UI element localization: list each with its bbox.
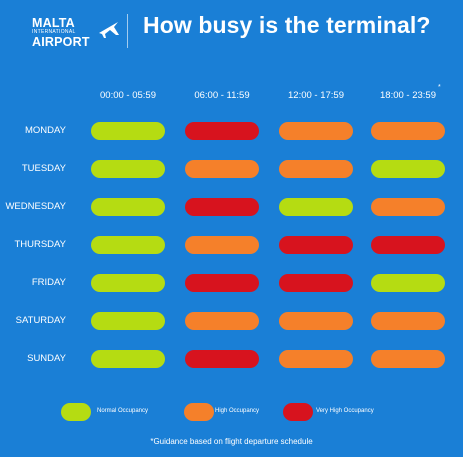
occupancy-pill-very-high (279, 236, 353, 254)
occupancy-pill-normal (91, 236, 165, 254)
occupancy-pill-high (279, 160, 353, 178)
occupancy-pill-high (279, 122, 353, 140)
occupancy-pill-high (279, 350, 353, 368)
logo-line-international: INTERNATIONAL (32, 29, 76, 35)
column-header: 18:00 - 23:59 (380, 90, 436, 101)
header-divider (127, 14, 128, 48)
legend-label: Very High Occupancy (316, 408, 374, 414)
occupancy-pill-very-high (185, 274, 259, 292)
occupancy-pill-normal (91, 198, 165, 216)
occupancy-pill-very-high (279, 274, 353, 292)
row-label-tuesday: TUESDAY (21, 163, 66, 174)
occupancy-pill-high (185, 236, 259, 254)
occupancy-pill-normal (371, 274, 445, 292)
occupancy-pill-normal (91, 274, 165, 292)
malta-airport-logo: MALTA INTERNATIONAL AIRPORT (32, 14, 124, 54)
row-label-wednesday: WEDNESDAY (5, 201, 66, 212)
occupancy-pill-very-high (185, 198, 259, 216)
occupancy-pill-high (279, 312, 353, 330)
airplane-icon (99, 22, 119, 38)
occupancy-pill-normal (279, 198, 353, 216)
legend-label: High Occupancy (215, 408, 260, 414)
occupancy-pill-very-high (185, 350, 259, 368)
occupancy-pill-normal (91, 122, 165, 140)
column-header: 06:00 - 11:59 (194, 90, 250, 101)
occupancy-pill-high (371, 350, 445, 368)
legend-swatch-very-high (283, 403, 313, 421)
row-label-monday: MONDAY (25, 125, 66, 136)
occupancy-pill-high (185, 312, 259, 330)
occupancy-pill-normal (371, 160, 445, 178)
row-label-thursday: THURSDAY (14, 239, 66, 250)
row-label-sunday: SUNDAY (27, 353, 66, 364)
occupancy-pill-normal (91, 350, 165, 368)
occupancy-pill-high (371, 122, 445, 140)
column-header: 00:00 - 05:59 (100, 90, 156, 101)
logo-line-malta: MALTA (32, 16, 75, 30)
legend-label: Normal Occupancy (97, 408, 149, 414)
page-title: How busy is the terminal? (143, 12, 431, 38)
legend-swatch-normal (61, 403, 91, 421)
occupancy-pill-normal (91, 312, 165, 330)
occupancy-pill-normal (91, 160, 165, 178)
legend-swatch-high (184, 403, 214, 421)
occupancy-pill-very-high (185, 122, 259, 140)
row-label-saturday: SATURDAY (15, 315, 66, 326)
occupancy-pill-high (185, 160, 259, 178)
occupancy-pill-high (371, 198, 445, 216)
occupancy-pill-high (371, 312, 445, 330)
footnote: *Guidance based on flight departure sche… (150, 437, 313, 446)
footnote-marker: * (438, 84, 441, 91)
logo-line-airport: AIRPORT (32, 35, 90, 49)
column-header: 12:00 - 17:59 (288, 90, 344, 101)
occupancy-pill-very-high (371, 236, 445, 254)
row-label-friday: FRIDAY (31, 277, 66, 288)
